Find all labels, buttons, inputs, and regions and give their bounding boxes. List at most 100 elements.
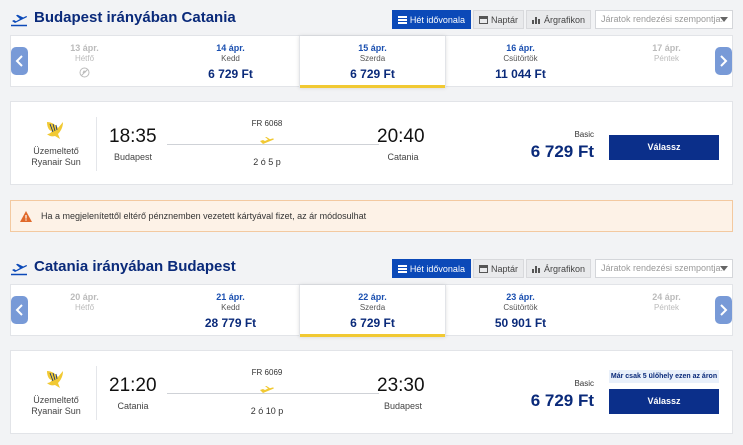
chevron-down-icon [720,17,728,22]
next-week-button[interactable] [715,296,732,324]
date-cell: 17 ápr. Péntek [593,36,740,88]
date-label: 22 ápr. [358,292,387,302]
chevron-left-icon [15,55,23,67]
chevron-right-icon [720,55,728,67]
date-label: 21 ápr. [216,292,245,302]
flight-duration: 2 ó 5 p [253,157,281,167]
select-flight-button[interactable]: Válassz [609,135,719,160]
weekday-label: Péntek [654,303,679,312]
divider [96,366,97,420]
arrival-time: 20:40 [377,126,425,147]
flight-price: 6 729 Ft [530,391,594,410]
operator-label: Üzemeltető [33,146,79,156]
section-title: Budapest irányában Catania [34,9,236,26]
date-cell: 20 ápr. Hétfő [11,285,158,337]
week-timeline-button[interactable]: Hét idővonala [391,10,471,29]
calendar-label: Naptár [490,263,518,274]
date-price: 6 729 Ft [350,67,395,81]
plane-icon [260,386,274,393]
chevron-right-icon [720,304,728,316]
departure-city: Budapest [113,152,153,162]
date-price: 50 901 Ft [494,316,547,330]
arrival-city: Budapest [383,401,423,411]
date-label: 14 ápr. [216,43,245,53]
flight-number: FR 6068 [251,119,283,128]
week-timeline-label: Hét idővonala [409,263,465,274]
sort-placeholder: Járatok rendezési szempontja: [601,263,724,273]
departure-time: 21:20 [109,375,157,396]
operator-info: Üzemeltető Ryanair Sun [11,146,101,168]
currency-warning: Ha a megjelenítettől eltérő pénznemben v… [10,200,733,232]
flight-duration: 2 ó 10 p [250,406,284,416]
ryanair-harp-logo [47,122,63,139]
date-label: 13 ápr. [70,43,99,53]
weekday-label: Péntek [654,54,679,63]
weekday-label: Csütörtök [503,54,538,63]
departure-city: Catania [117,401,149,411]
weekday-label: Szerda [359,303,386,312]
flight-price: 6 729 Ft [530,142,594,161]
flight-number: FR 6069 [251,368,283,377]
calendar-button[interactable]: Naptár [472,259,524,278]
outbound-header: Budapest irányában Catania Hét idővonala… [0,8,743,32]
date-price: 6 729 Ft [350,316,395,330]
arrival-city: Catania [387,152,419,162]
fare-type: Basic [574,379,594,388]
outbound-flight-card: Üzemeltető Ryanair Sun 18:35 Budapest FR… [10,101,733,185]
operator-name: Ryanair Sun [31,157,81,167]
outbound-date-strip: 13 ápr. Hétfő 14 ápr. Kedd 6 729 Ft 15 á… [10,35,733,88]
sort-select[interactable]: Járatok rendezési szempontja: [595,259,733,278]
weekday-label: Kedd [221,54,240,63]
weekday-label: Kedd [221,303,240,312]
date-price: 28 779 Ft [204,316,257,330]
bar-chart-icon [531,265,540,273]
view-toggle: Hét idővonala Naptár Árgrafikon [390,259,591,278]
price-chart-label: Árgrafikon [543,263,585,274]
plane-departure-icon [11,14,28,27]
date-cell[interactable]: 23 ápr. Csütörtök 50 901 Ft [447,285,594,337]
return-header: Catania irányában Budapest Hét idővonala… [0,257,743,281]
date-label: 24 ápr. [652,292,681,302]
date-cell[interactable]: 16 ápr. Csütörtök 11 044 Ft [447,36,594,88]
date-cell-selected[interactable]: 15 ápr. Szerda 6 729 Ft [299,36,446,88]
list-icon [397,264,407,273]
warning-triangle-icon [20,211,32,222]
select-flight-button[interactable]: Válassz [609,389,719,414]
date-price: 11 044 Ft [495,67,546,81]
price-chart-button[interactable]: Árgrafikon [525,259,591,278]
next-week-button[interactable] [715,47,732,75]
section-title: Catania irányában Budapest [34,258,236,275]
weekday-label: Hétfő [74,303,95,312]
price-chart-button[interactable]: Árgrafikon [525,10,591,29]
date-label: 17 ápr. [652,43,681,53]
date-cell: 13 ápr. Hétfő [11,36,158,88]
chevron-left-icon [15,304,23,316]
operator-info: Üzemeltető Ryanair Sun [11,395,101,417]
price-chart-label: Árgrafikon [543,14,585,25]
operator-name: Ryanair Sun [31,406,81,416]
weekday-label: Hétfő [74,54,95,63]
week-timeline-label: Hét idővonala [409,14,465,25]
chevron-down-icon [720,266,728,271]
prev-week-button[interactable] [11,296,28,324]
prev-week-button[interactable] [11,47,28,75]
plane-icon [260,137,274,144]
calendar-label: Naptár [490,14,518,25]
date-cell[interactable]: 21 ápr. Kedd 28 779 Ft [157,285,304,337]
week-timeline-button[interactable]: Hét idővonala [391,259,471,278]
date-cell: 24 ápr. Péntek [593,285,740,337]
date-cell[interactable]: 14 ápr. Kedd 6 729 Ft [157,36,304,88]
date-label: 16 ápr. [506,43,535,53]
arrival-time: 23:30 [377,375,425,396]
sort-select[interactable]: Járatok rendezési szempontja: [595,10,733,29]
bar-chart-icon [531,16,540,24]
route-line [167,393,379,394]
date-label: 20 ápr. [70,292,99,302]
date-cell-selected[interactable]: 22 ápr. Szerda 6 729 Ft [299,285,446,337]
date-label: 23 ápr. [506,292,535,302]
calendar-button[interactable]: Naptár [472,10,524,29]
list-icon [397,15,407,24]
warning-text: Ha a megjelenítettől eltérő pénznemben v… [41,211,367,221]
departure-time: 18:35 [109,126,157,147]
return-date-strip: 20 ápr. Hétfő 21 ápr. Kedd 28 779 Ft 22 … [10,284,733,337]
